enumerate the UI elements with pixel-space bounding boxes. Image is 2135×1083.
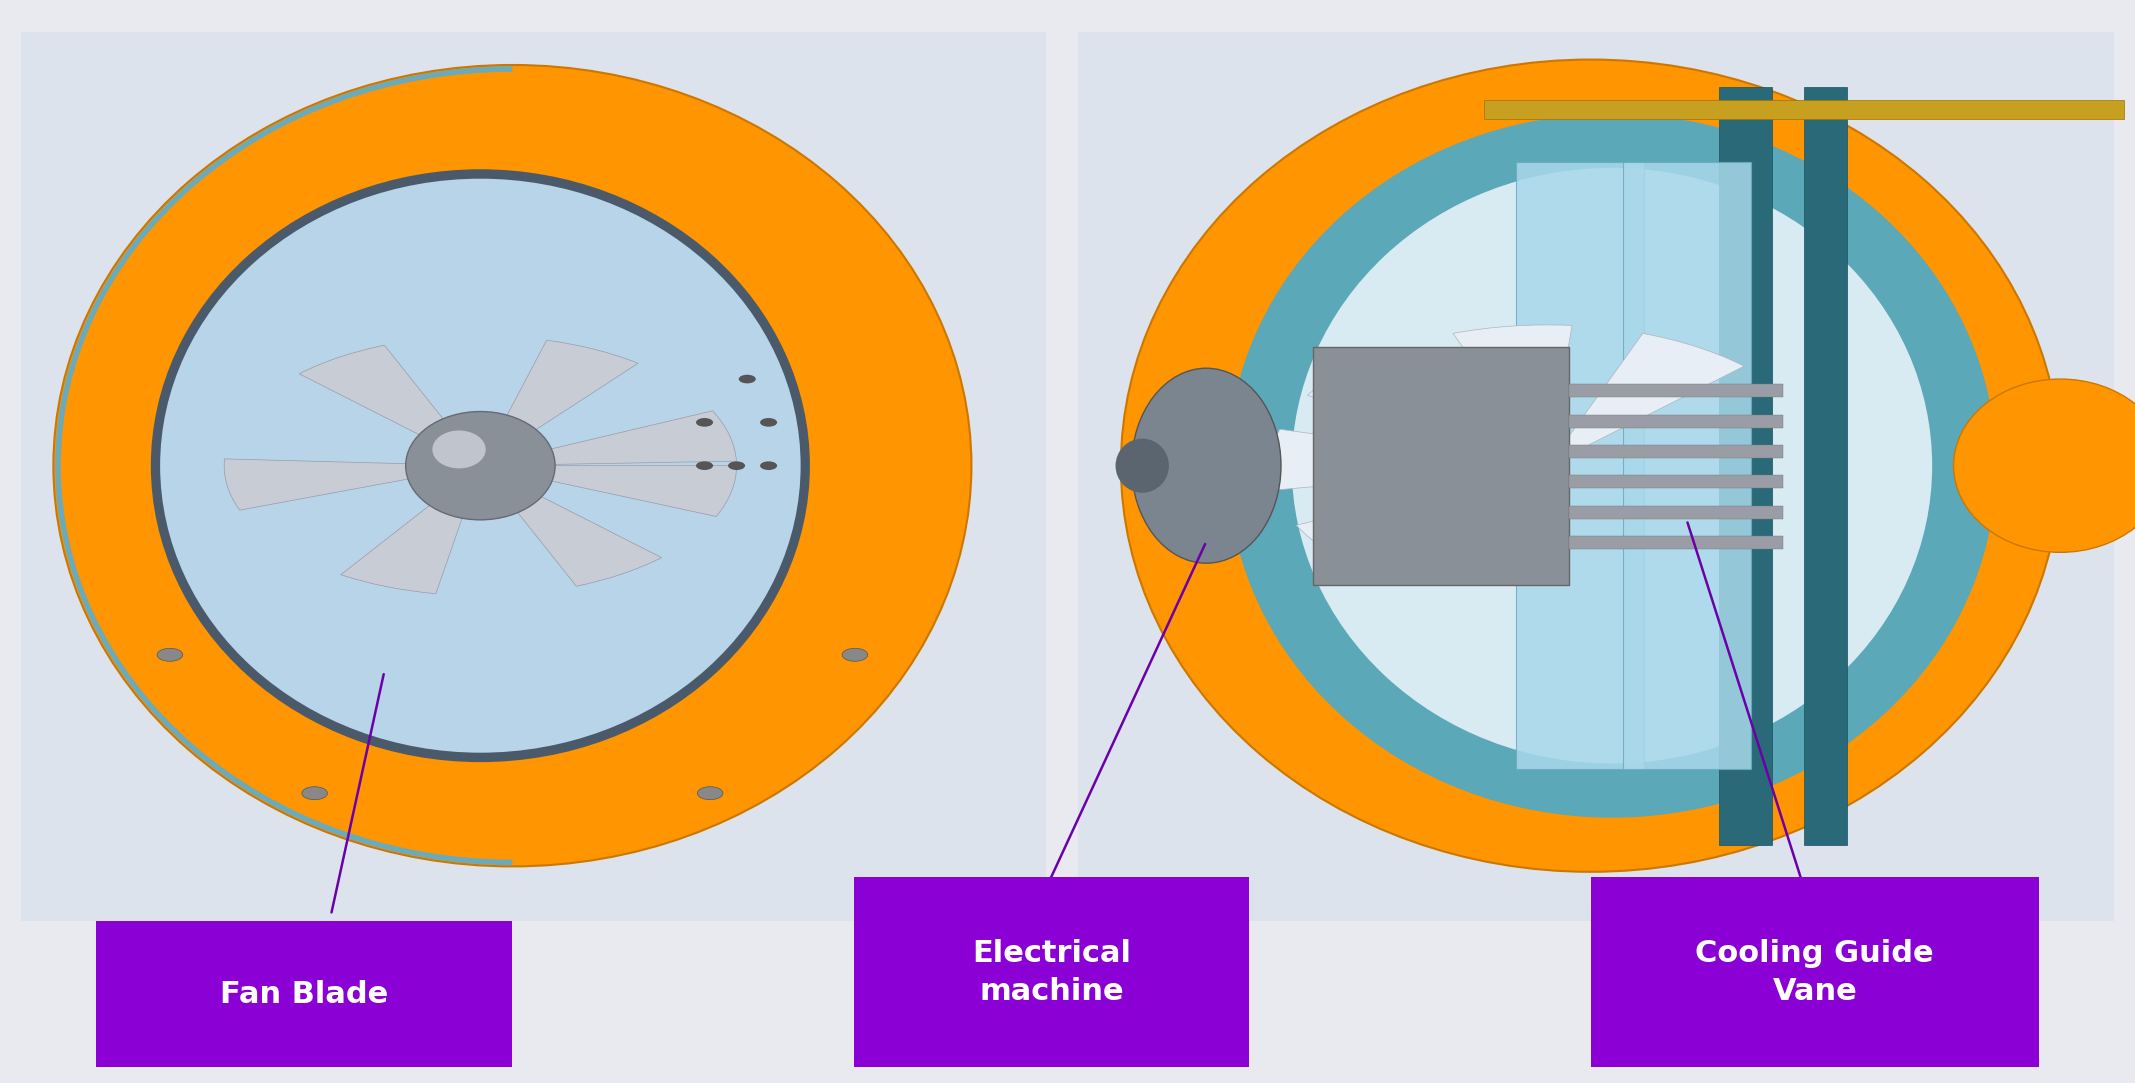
Circle shape [760, 418, 777, 427]
Circle shape [696, 418, 713, 427]
Ellipse shape [1132, 368, 1281, 563]
Text: Fan Blade: Fan Blade [220, 980, 389, 1008]
Ellipse shape [1121, 60, 2060, 872]
Bar [1569, 536, 1783, 549]
Bar [1569, 506, 1783, 519]
Circle shape [301, 786, 327, 799]
Bar [1484, 100, 2124, 119]
Circle shape [696, 461, 713, 470]
Wedge shape [1454, 325, 1571, 466]
Text: Cooling Guide
Vane: Cooling Guide Vane [1695, 939, 1934, 1006]
Text: Electrical
machine: Electrical machine [971, 939, 1132, 1006]
Bar [1569, 445, 1783, 458]
FancyBboxPatch shape [1591, 877, 2039, 1067]
Bar [1623, 162, 1751, 769]
Wedge shape [224, 459, 480, 510]
Ellipse shape [431, 431, 485, 469]
Bar [1078, 32, 2114, 921]
Wedge shape [480, 466, 662, 586]
Circle shape [698, 786, 724, 799]
Circle shape [728, 461, 745, 470]
Bar [1569, 415, 1783, 428]
Ellipse shape [53, 65, 971, 866]
Ellipse shape [1117, 439, 1170, 493]
FancyBboxPatch shape [96, 921, 512, 1067]
Wedge shape [480, 340, 638, 466]
Circle shape [841, 649, 867, 662]
Ellipse shape [406, 412, 555, 520]
Wedge shape [1296, 466, 1548, 574]
Bar [1516, 162, 1644, 769]
Bar [21, 32, 1046, 921]
Bar [1313, 347, 1569, 585]
Wedge shape [480, 466, 737, 517]
Wedge shape [1307, 351, 1548, 466]
Bar [1569, 475, 1783, 488]
Ellipse shape [1954, 379, 2135, 552]
Circle shape [760, 461, 777, 470]
Wedge shape [1270, 429, 1548, 491]
Ellipse shape [149, 168, 811, 764]
Bar [1804, 87, 1847, 845]
Circle shape [739, 375, 756, 383]
Ellipse shape [1292, 168, 1932, 764]
FancyBboxPatch shape [854, 877, 1249, 1067]
Wedge shape [1548, 334, 1744, 466]
Ellipse shape [160, 179, 801, 753]
Wedge shape [299, 345, 480, 466]
Bar [1719, 87, 1772, 845]
Circle shape [158, 649, 184, 662]
Ellipse shape [1228, 114, 1996, 818]
Wedge shape [342, 466, 480, 593]
Wedge shape [480, 410, 737, 466]
Bar [1569, 384, 1783, 397]
